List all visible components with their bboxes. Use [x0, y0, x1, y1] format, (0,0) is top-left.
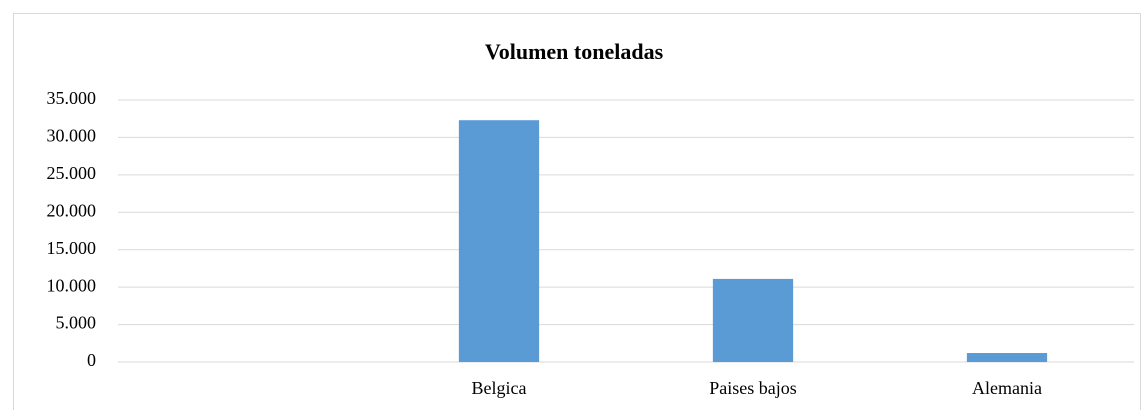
x-tick-label: Paises bajos: [709, 378, 797, 398]
y-tick-label: 20.000: [47, 200, 97, 220]
x-tick-label: Belgica: [472, 378, 527, 398]
y-tick-label: 35.000: [47, 88, 97, 108]
y-tick-label: 30.000: [47, 126, 97, 146]
y-tick-label: 15.000: [47, 238, 97, 258]
bar: [966, 353, 1048, 362]
bar: [458, 120, 540, 362]
chart-border: [13, 13, 1141, 414]
x-tick-label: Alemania: [972, 378, 1042, 398]
y-tick-label: 10.000: [47, 275, 97, 295]
y-tick-label: 5.000: [56, 313, 97, 333]
bar: [712, 278, 794, 362]
chart-title: Volumen toneladas: [485, 39, 664, 64]
y-tick-label: 25.000: [47, 163, 97, 183]
y-tick-label: 0: [87, 350, 96, 370]
